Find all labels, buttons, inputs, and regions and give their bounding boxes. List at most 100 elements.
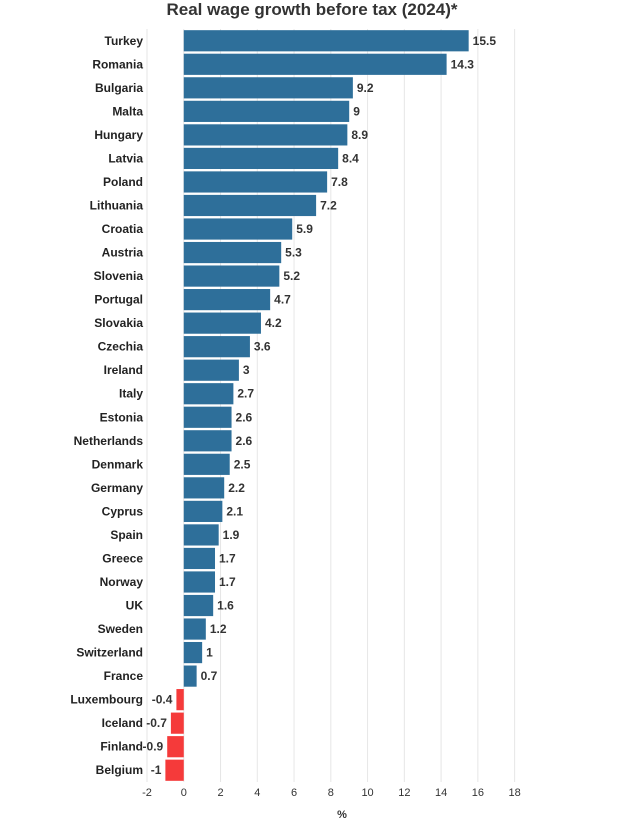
category-label: UK: [126, 599, 144, 613]
value-label: 8.4: [342, 151, 359, 165]
category-label: Cyprus: [102, 504, 144, 518]
bar: [183, 30, 469, 52]
bar: [183, 53, 447, 75]
value-label: 14.3: [451, 57, 475, 71]
value-label: 15.5: [473, 34, 497, 48]
bar: [176, 689, 184, 711]
category-label: Estonia: [100, 410, 144, 424]
bar: [167, 736, 184, 758]
value-label: 4.7: [274, 293, 291, 307]
bar: [183, 594, 214, 617]
value-label: 2.2: [228, 481, 245, 495]
bar: [170, 712, 184, 734]
value-label: 3: [243, 363, 250, 377]
bar: [183, 383, 234, 405]
category-label: Slovakia: [94, 316, 143, 330]
bar: [183, 218, 293, 240]
category-label: Germany: [91, 481, 143, 495]
bar: [183, 124, 348, 146]
category-label: Norway: [100, 575, 144, 589]
bar: [183, 500, 223, 522]
bar: [183, 547, 216, 570]
x-tick-label: 6: [291, 787, 297, 799]
x-tick-label: -2: [142, 787, 152, 799]
bar: [183, 336, 250, 358]
category-label: Iceland: [102, 716, 143, 730]
value-label: 2.7: [237, 387, 254, 401]
category-label: Spain: [110, 528, 143, 542]
bar: [183, 406, 232, 428]
value-label: 2.6: [236, 410, 253, 424]
category-label: Belgium: [96, 763, 143, 777]
category-label: Malta: [112, 104, 143, 118]
category-label: Hungary: [94, 128, 143, 142]
bar: [183, 77, 353, 99]
value-label: -0.7: [146, 716, 167, 730]
value-label: 1.2: [210, 622, 227, 636]
value-label: 1: [206, 646, 213, 660]
value-label: 2.5: [234, 457, 251, 471]
value-label: -1: [151, 763, 162, 777]
category-label: Austria: [102, 246, 144, 260]
x-tick-label: 12: [398, 787, 410, 799]
category-label: Turkey: [105, 34, 144, 48]
value-label: 1.7: [219, 575, 236, 589]
x-tick-label: 0: [181, 787, 187, 799]
category-label: Czechia: [98, 340, 144, 354]
value-label: 1.7: [219, 551, 236, 565]
bar: [165, 759, 184, 781]
category-labels: Turkey Romania Bulgaria Malta Hungary Latvia P…: [70, 34, 143, 777]
category-label: Ireland: [104, 363, 143, 377]
value-label: 5.2: [283, 269, 300, 283]
bar: [183, 100, 350, 122]
x-tick-label: 8: [328, 787, 334, 799]
value-label: -0.4: [152, 693, 173, 707]
bar: [183, 359, 239, 381]
category-label: Romania: [92, 57, 143, 71]
value-label: 5.9: [296, 222, 313, 236]
bar: [183, 524, 219, 546]
value-labels: 15.5 14.3 9.2 9 8.9 8.4 7.8 7.2 5.9 5.3 5.2 4.7 4.2 3…: [143, 34, 497, 777]
category-label: Bulgaria: [95, 81, 143, 95]
category-label: Luxembourg: [70, 693, 143, 707]
bar: [183, 312, 261, 334]
bar: [183, 241, 282, 264]
value-label: 8.9: [351, 128, 368, 142]
bar: [183, 618, 206, 640]
bar: [183, 147, 339, 170]
bar: [183, 289, 271, 311]
value-label: 2.1: [226, 504, 243, 518]
category-label: Slovenia: [94, 269, 144, 283]
category-label: Finland: [100, 740, 143, 754]
value-label: 9: [353, 104, 360, 118]
value-label: 3.6: [254, 340, 271, 354]
category-label: France: [104, 669, 144, 683]
x-tick-label: 10: [361, 787, 373, 799]
chart-title: Real wage growth before tax (2024)*: [167, 0, 458, 19]
category-label: Croatia: [102, 222, 144, 236]
x-tick-label: 4: [254, 787, 260, 799]
category-label: Sweden: [98, 622, 143, 636]
bar: [183, 571, 216, 593]
value-label: -0.9: [143, 740, 164, 754]
x-tick-label: 2: [217, 787, 223, 799]
bar: [183, 171, 328, 193]
bar: [183, 477, 225, 499]
x-tick-label: 16: [472, 787, 484, 799]
bar: [183, 641, 203, 664]
x-tick-label: 14: [435, 787, 447, 799]
category-label: Switzerland: [76, 646, 143, 660]
value-label: 7.2: [320, 198, 337, 212]
category-label: Italy: [119, 387, 143, 401]
x-tick-label: 18: [508, 787, 520, 799]
value-label: 1.9: [223, 528, 240, 542]
bar: [183, 665, 197, 687]
category-label: Lithuania: [90, 198, 144, 212]
category-label: Latvia: [108, 151, 143, 165]
category-label: Poland: [103, 175, 143, 189]
value-label: 5.3: [285, 246, 302, 260]
bar: [183, 265, 280, 287]
value-label: 9.2: [357, 81, 374, 95]
x-axis-title: %: [337, 809, 347, 821]
